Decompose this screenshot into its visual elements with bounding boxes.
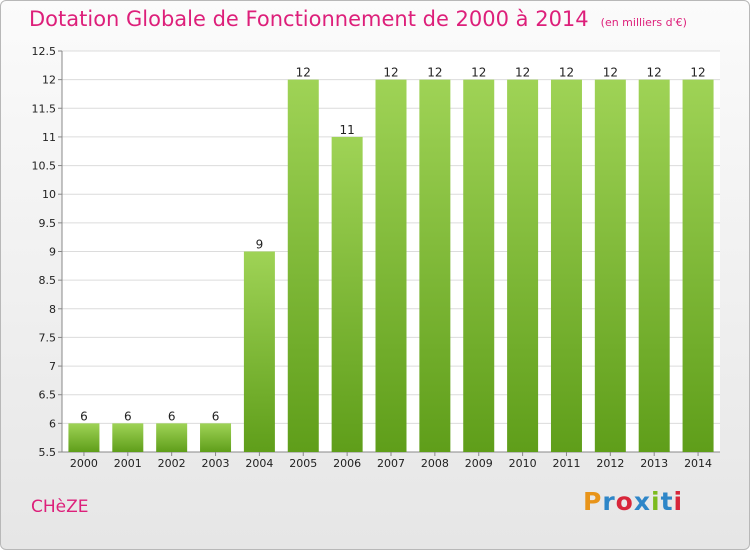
value-label-2010: 12 <box>515 66 530 80</box>
value-label-2014: 12 <box>690 66 705 80</box>
bar-2009 <box>463 79 495 453</box>
value-label-2005: 12 <box>296 66 311 80</box>
bar-2013 <box>638 79 670 453</box>
chart-title-text: Dotation Globale de Fonctionnement de 20… <box>29 7 589 31</box>
commune-name: CHèZE <box>31 497 89 517</box>
bar-2003 <box>200 423 232 452</box>
x-tick-label-2004: 2004 <box>245 457 273 470</box>
value-label-2002: 6 <box>168 409 176 423</box>
bar-2012 <box>594 79 626 453</box>
y-tick-label: 9 <box>49 246 56 259</box>
y-tick-label: 9.5 <box>39 217 57 230</box>
bar-2004 <box>243 251 275 452</box>
logo-letter: o <box>615 487 634 516</box>
value-label-2001: 6 <box>124 409 132 423</box>
x-tick-label-2009: 2009 <box>465 457 493 470</box>
x-tick-label-2001: 2001 <box>114 457 142 470</box>
x-tick-label-2013: 2013 <box>640 457 668 470</box>
bars <box>68 79 714 453</box>
y-tick-label: 11 <box>42 131 56 144</box>
y-tick-labels: 5.5 6 6.5 7 7.5 8 8.5 9 9.5 10 10.5 11 11.5 12 12.5 <box>32 45 57 459</box>
y-tick-label: 6 <box>49 417 56 430</box>
x-tick-label-2002: 2002 <box>158 457 186 470</box>
x-tick-label-2005: 2005 <box>289 457 317 470</box>
x-tick-label-2012: 2012 <box>596 457 624 470</box>
y-tick-label: 11.5 <box>32 102 57 115</box>
bar-2006 <box>331 136 363 452</box>
x-tick-label-2007: 2007 <box>377 457 405 470</box>
bar-2011 <box>550 79 582 453</box>
bar-2005 <box>287 79 319 453</box>
logo-letter: t <box>660 487 674 516</box>
y-tick-label: 7 <box>49 360 56 373</box>
logo-letter: i <box>651 487 661 516</box>
logo-letter: P <box>583 487 603 516</box>
logo-letter: i <box>673 487 684 516</box>
y-tick-label: 5.5 <box>39 446 57 459</box>
y-tick-label: 12 <box>42 74 56 87</box>
logo-letter: r <box>602 487 616 516</box>
bar-2007 <box>375 79 407 453</box>
value-label-2000: 6 <box>80 409 88 423</box>
bar-2000 <box>68 423 100 452</box>
y-tick-label: 10 <box>42 188 56 201</box>
bar-2014 <box>682 79 714 453</box>
value-label-2007: 12 <box>383 66 398 80</box>
value-label-2008: 12 <box>427 66 442 80</box>
x-tick-label-2014: 2014 <box>684 457 712 470</box>
bar-2008 <box>419 79 451 453</box>
logo-letter: x <box>633 487 651 516</box>
x-tick-label-2008: 2008 <box>421 457 449 470</box>
value-labels: 6 6 6 6 9 12 11 12 12 12 12 12 12 12 12 <box>80 66 706 424</box>
y-tick-label: 8.5 <box>39 274 57 287</box>
value-label-2012: 12 <box>603 66 618 80</box>
x-tick-label-2010: 2010 <box>509 457 537 470</box>
x-tick-label-2011: 2011 <box>552 457 580 470</box>
y-tick-label: 10.5 <box>32 160 57 173</box>
y-tick-label: 12.5 <box>32 45 57 58</box>
x-tick-labels: 2000 2001 2002 2003 2004 2005 2006 2007 2008 2009… <box>70 457 712 470</box>
x-tick-label-2000: 2000 <box>70 457 98 470</box>
x-tick-label-2003: 2003 <box>202 457 230 470</box>
bar-2010 <box>507 79 539 453</box>
y-tick-label: 7.5 <box>39 331 57 344</box>
chart-title: Dotation Globale de Fonctionnement de 20… <box>29 7 687 31</box>
chart-subtitle: (en milliers d'€) <box>600 16 687 29</box>
value-label-2006: 11 <box>339 123 354 137</box>
value-label-2004: 9 <box>256 238 264 252</box>
bar-2002 <box>156 423 188 452</box>
bar-2001 <box>112 423 144 452</box>
x-tick-label-2006: 2006 <box>333 457 361 470</box>
y-tick-label: 8 <box>49 303 56 316</box>
value-label-2011: 12 <box>559 66 574 80</box>
y-tick-label: 6.5 <box>39 389 57 402</box>
value-label-2003: 6 <box>212 409 220 423</box>
value-label-2009: 12 <box>471 66 486 80</box>
value-label-2013: 12 <box>647 66 662 80</box>
proxiti-logo[interactable]: Proxiti <box>583 487 683 516</box>
